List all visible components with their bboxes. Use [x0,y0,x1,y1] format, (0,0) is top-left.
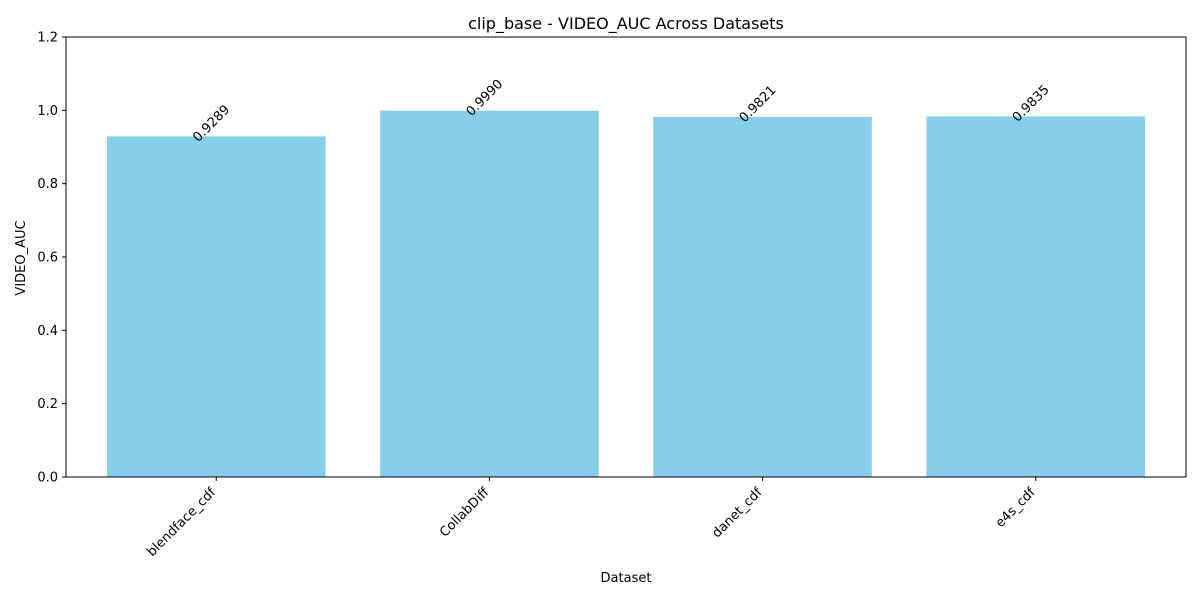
y-tick-label: 1.0 [37,104,58,119]
bars-group [106,110,1146,478]
y-tick-label: 0.6 [37,251,58,266]
plot-frame [65,36,1187,478]
y-tick-label: 0.8 [37,177,58,192]
x-tick-label: blendface_cdf [144,485,219,560]
x-axis-title: Dataset [601,571,652,586]
x-tick-label: e4s_cdf [993,485,1039,531]
bar-blendface_cdf [106,136,326,478]
y-tick-label: 0.0 [37,471,58,486]
chart-title: clip_base - VIDEO_AUC Across Datasets [468,14,784,34]
y-tick-label: 1.2 [37,31,58,46]
y-tick-label: 0.2 [37,397,58,412]
y-tick-label: 0.4 [37,324,58,339]
y-axis-title: VIDEO_AUC [14,220,29,295]
x-tick-label: danet_cdf [710,485,766,541]
bar-e4s_cdf [926,116,1146,477]
y-axis: 0.0 0.2 0.4 0.6 0.8 1.0 1.2 [37,31,66,486]
bar-CollabDiff [380,110,599,477]
x-axis: blendface_cdf CollabDiff danet_cdf e4s_cdf [144,477,1039,560]
bar-danet_cdf [653,116,872,477]
x-tick-label: CollabDiff [437,484,493,540]
